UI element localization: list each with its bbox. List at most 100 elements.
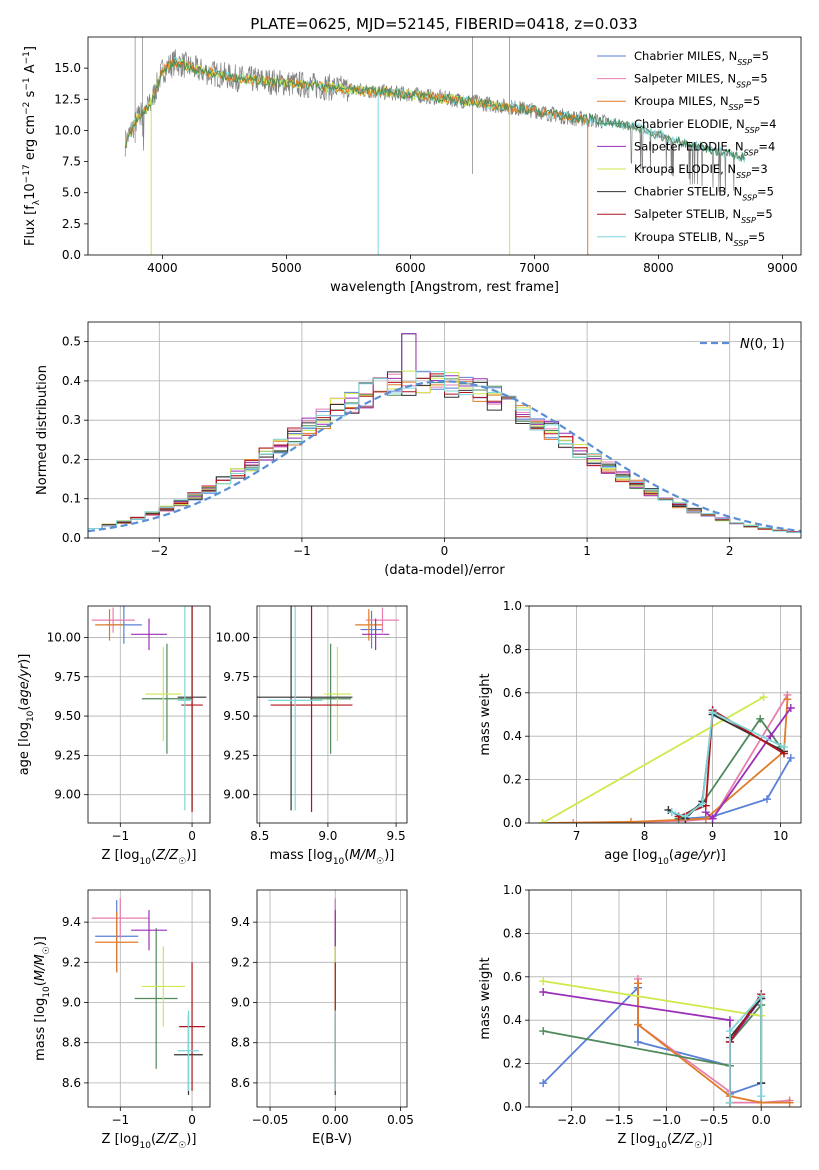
x-tick-label: −1 [111, 829, 129, 843]
y-tick-label: 9.25 [54, 748, 81, 762]
y-tick-label: 9.50 [223, 709, 250, 723]
x-tick-label: 6000 [395, 261, 426, 275]
series-marker [708, 814, 717, 823]
legend-label-text: Kroupa MILES, N [634, 94, 729, 108]
legend-label-text: Kroupa STELIB, N [634, 230, 734, 244]
legend-label-kroupa-stelib-n: Kroupa STELIB, NSSP=5 [634, 230, 765, 248]
y-tick-label: 0.8 [503, 926, 522, 940]
series-line [729, 993, 763, 1103]
x-axis-label-part: 10 [139, 1141, 151, 1151]
errorbar-kroupa-stelib [267, 606, 323, 811]
errorbar-salpeter-miles [366, 607, 399, 633]
y-tick-label: 0.2 [503, 1057, 522, 1071]
y-tick-label: 0.5 [62, 335, 81, 349]
x-tick-label: 8 [641, 829, 649, 843]
x-axis-label-part: Z [log [618, 1132, 656, 1147]
axes-frame [528, 605, 802, 824]
y-tick-label: 10.00 [216, 630, 250, 644]
series-marker [725, 1027, 734, 1036]
x-axis-label-part: )] [702, 1132, 712, 1147]
y-tick-label: 0.0 [503, 1100, 522, 1114]
y-tick-label: 0.2 [503, 773, 522, 787]
legend-label-salpeter-miles-n: Salpeter MILES, NSSP=5 [634, 72, 768, 90]
series-marker [698, 799, 707, 808]
legend-label-normal-part: N [740, 337, 750, 352]
y-tick-label: 9.50 [54, 709, 81, 723]
axes-frame [256, 605, 408, 824]
y-axis-label-part: A [23, 64, 38, 77]
y-tick-label: 0.1 [62, 492, 81, 506]
observed-spectrum-line [124, 49, 746, 193]
series-salpeter-elodie [701, 703, 795, 823]
x-axis-label-part: ( [151, 848, 156, 863]
x-tick-label: 2 [726, 544, 734, 558]
series-marker [759, 693, 768, 702]
errorbar-kroupa-miles [95, 609, 124, 641]
y-tick-label: 0.0 [503, 816, 522, 830]
y-axis-label-part: Normed distribution [35, 365, 50, 495]
x-axis-label: Z [log10(Z/Z☉)] [618, 1132, 713, 1151]
x-axis-label-part: mass [log [270, 848, 333, 863]
series-marker [708, 708, 717, 717]
series-chabrier-elodie [674, 714, 785, 823]
x-tick-label: 10 [773, 829, 788, 843]
x-tick-label: 0 [188, 1113, 196, 1127]
legend-label-suffix: =3 [751, 162, 768, 176]
y-tick-label: 15.0 [54, 61, 81, 75]
axes-frame [87, 605, 211, 824]
y-tick-label: 2.5 [62, 217, 81, 231]
errorbar-chabrier-elodie [141, 643, 193, 754]
x-axis-label-part: Z/Z [155, 848, 179, 863]
errorbar-salpeter-stelib [270, 606, 353, 812]
legend-label-text: Chabrier STELIB, N [634, 185, 742, 199]
x-axis-label-part: ☉ [178, 1141, 186, 1151]
normal-distribution-curve [88, 380, 801, 533]
legend-label-suffix: =5 [748, 230, 765, 244]
series-line [542, 696, 765, 823]
x-axis-label-part: ☉ [178, 857, 186, 867]
series-line [543, 1002, 763, 1084]
y-axis-label-part: s [23, 90, 38, 101]
errorbar-kroupa-miles [355, 609, 383, 641]
x-tick-label: −2.0 [557, 1113, 586, 1127]
legend-label-text: Chabrier MILES, N [634, 49, 737, 63]
y-tick-label: 9.2 [62, 955, 81, 969]
x-tick-label: 0.0 [752, 1113, 771, 1127]
errorbar-chabrier-elodie [134, 928, 178, 1069]
x-axis-label-part: E(B-V) [312, 1132, 352, 1147]
series-marker [756, 714, 765, 723]
y-tick-label: 9.2 [231, 955, 250, 969]
series-kroupa-elodie [538, 693, 768, 823]
mass-vs-ebv-panel: −0.05 0.00 0.05 8.6 8.8 9.0 9.2 9.4 E(B-V) [231, 889, 414, 1147]
series-kroupa-stelib [725, 992, 766, 1107]
y-axis-label: Normed distribution [35, 365, 50, 495]
legend-label-subscript: SSP [736, 171, 751, 180]
legend-label-text: Salpeter ELODIE, N [634, 139, 744, 153]
y-tick-label: 0.6 [503, 686, 522, 700]
series-marker [633, 979, 642, 988]
x-tick-label: 9000 [767, 261, 798, 275]
y-axis-label-part: Flux [f [23, 205, 38, 246]
y-tick-label: 10.00 [47, 630, 81, 644]
x-axis-label-part: )] [186, 1132, 196, 1147]
legend-label-suffix: =5 [756, 207, 773, 221]
x-tick-label: 9.0 [318, 829, 337, 843]
errorbar-salpeter-miles [91, 898, 149, 939]
plot-marks [257, 606, 399, 812]
series-marker [633, 1020, 642, 1029]
y-tick-label: 8.6 [62, 1076, 81, 1090]
legend-label-subscript: SSP [729, 103, 744, 112]
x-axis-label-part: Z [log [102, 1132, 140, 1147]
plot-marks [539, 974, 794, 1107]
series-marker [786, 753, 795, 762]
y-tick-label: 12.5 [54, 92, 81, 106]
y-axis-label-part: 10 [23, 183, 38, 200]
series-marker [539, 977, 548, 986]
x-axis-label-part: wavelength [Angstrom, rest frame] [330, 280, 559, 295]
x-axis-label-part: ☉ [376, 857, 384, 867]
mass-vs-metallicity-panel: −1 08.68.89.09.29.4Z [log10(Z/Z☉)]mass [l… [33, 889, 211, 1151]
legend-label-text: Kroupa ELODIE, N [634, 162, 736, 176]
y-axis-label-part: mass weight [478, 957, 493, 1039]
y-tick-label: 8.8 [62, 1036, 81, 1050]
plot-marks [91, 606, 207, 812]
